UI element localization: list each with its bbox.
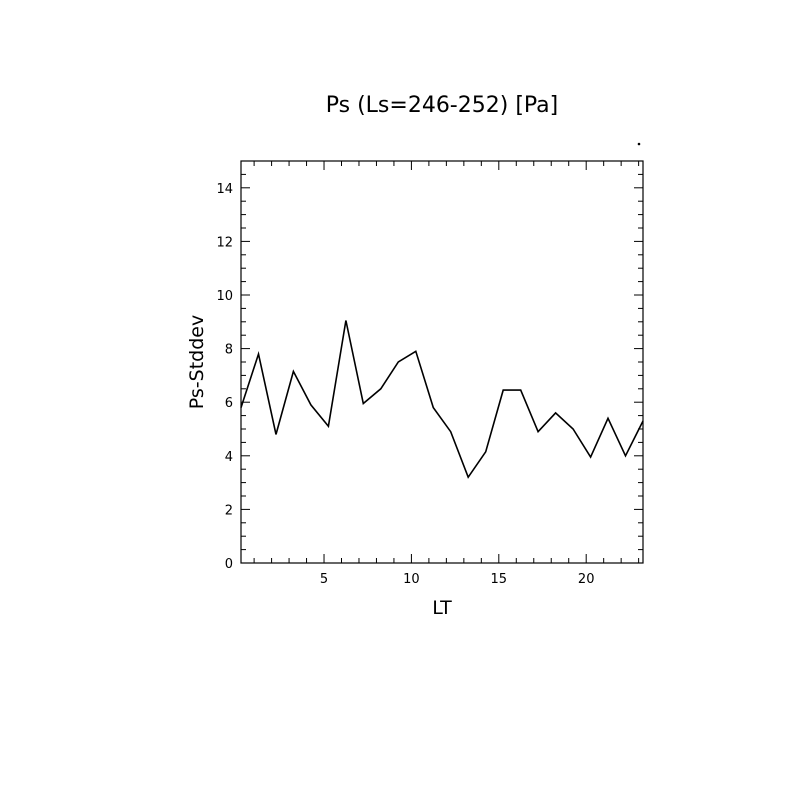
x-tick-label: 5: [320, 572, 328, 587]
chart-title: Ps (Ls=246-252) [Pa]: [326, 93, 559, 118]
x-tick-label: 10: [403, 572, 420, 587]
y-tick-label: 4: [225, 450, 233, 465]
y-tick-label: 2: [225, 503, 233, 518]
y-tick-label: 8: [225, 343, 233, 358]
y-tick-label: 10: [216, 289, 233, 304]
y-axis-label: Ps-Stddev: [186, 315, 208, 409]
series-line: [240, 320, 644, 479]
axis-ticks: [241, 160, 643, 564]
x-tick-label: 15: [491, 572, 508, 587]
x-axis-label: LT: [432, 597, 452, 619]
y-tick-label: 0: [225, 557, 233, 572]
y-tick-label: 12: [216, 235, 233, 250]
tick-labels: 0 2 4 6 8 10 12 14 5 10 15 20: [216, 182, 594, 587]
y-tick-label: 14: [216, 182, 233, 197]
x-tick-label: 20: [578, 572, 595, 587]
y-tick-label: 6: [225, 396, 233, 411]
corner-dot: [637, 142, 641, 146]
plot-frame: [240, 160, 644, 564]
